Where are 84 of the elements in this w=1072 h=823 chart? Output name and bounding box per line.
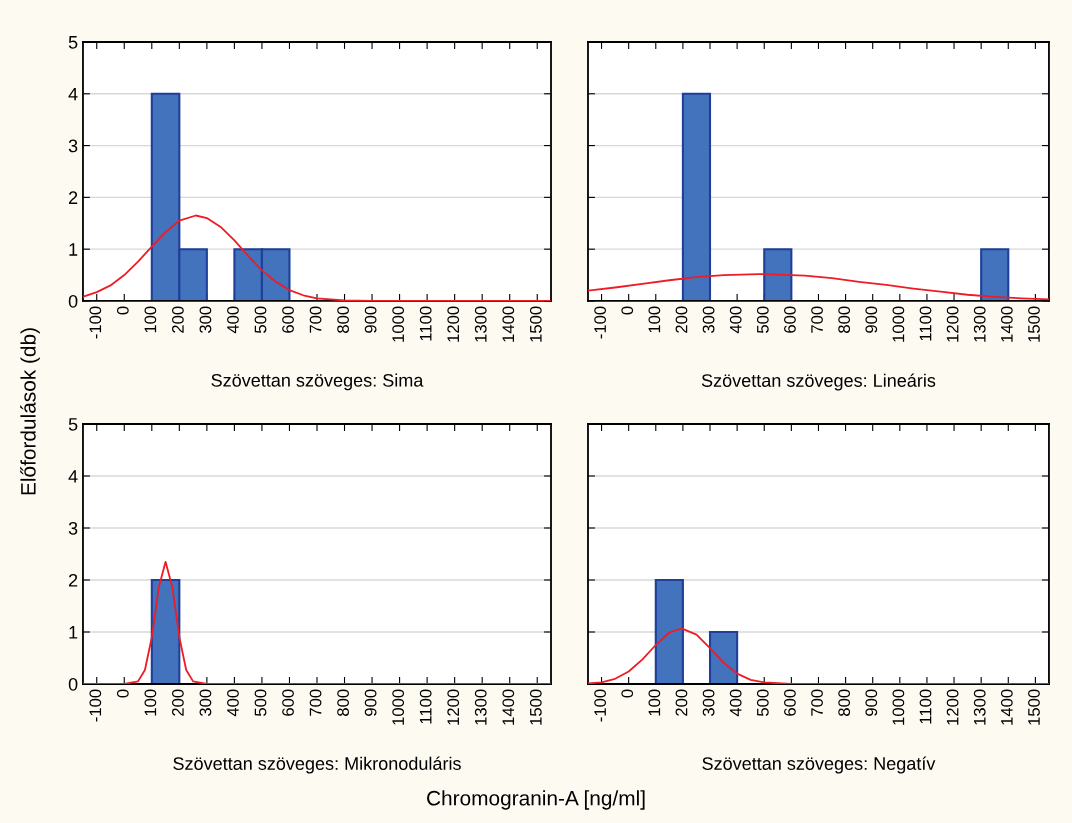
- x-tick-label: 1000: [892, 689, 905, 725]
- x-tick-label: 200: [675, 689, 688, 716]
- x-tick-label: 0: [116, 689, 129, 698]
- y-tick-label: 5: [68, 418, 78, 431]
- x-tick-label: 300: [199, 306, 212, 333]
- y-tick-label: 3: [68, 521, 78, 535]
- x-tick-label: 1200: [447, 306, 460, 342]
- x-tick-label: 1500: [529, 306, 542, 342]
- x-tick-label: 300: [702, 306, 715, 333]
- x-tick-label: 700: [811, 689, 823, 716]
- x-tick-label: 600: [784, 689, 796, 716]
- x-axis-title: Szövettan szöveges: Mikronoduláris: [173, 756, 461, 774]
- y-tick-label: 2: [68, 191, 78, 204]
- x-tick-label: 500: [756, 306, 769, 333]
- x-tick-label: 1400: [1000, 689, 1013, 725]
- x-tick-label: 500: [756, 689, 769, 716]
- y-tick-label: 2: [68, 573, 78, 587]
- x-axis-title: Szövettan szöveges: Sima: [211, 373, 424, 391]
- y-tick-label: 1: [69, 626, 78, 639]
- y-tick-label: 1: [69, 243, 78, 256]
- x-tick-label: 800: [838, 306, 851, 333]
- x-tick-label: 400: [729, 689, 742, 717]
- x-tick-label: 100: [144, 306, 157, 333]
- x-tick-label: 1300: [474, 689, 487, 725]
- x-tick-label: 100: [144, 689, 157, 716]
- x-tick-label: 1400: [502, 306, 515, 342]
- x-tick-label: 1200: [946, 689, 959, 725]
- x-tick-label: 600: [784, 306, 796, 333]
- x-tick-label: 100: [648, 689, 661, 716]
- x-tick-label: 1200: [447, 689, 460, 725]
- x-tick-label: 0: [621, 306, 634, 315]
- x-tick-label: 1000: [392, 306, 405, 342]
- x-tick-label: 400: [729, 306, 742, 334]
- x-tick-label: 900: [865, 689, 878, 716]
- x-tick-label: 1300: [973, 306, 986, 342]
- x-tick-label: 1100: [919, 689, 932, 724]
- x-tick-label: 700: [309, 689, 322, 716]
- x-tick-label: -100: [89, 689, 102, 722]
- x-tick-label: 500: [254, 306, 267, 333]
- x-tick-label: 1300: [973, 689, 986, 725]
- x-tick-label: 1100: [419, 689, 432, 724]
- x-tick-label: 200: [675, 306, 688, 333]
- x-tick-label: 900: [364, 689, 377, 716]
- x-tick-label: 1000: [392, 689, 405, 725]
- x-tick-label: 800: [838, 689, 851, 716]
- x-tick-label: 0: [621, 689, 634, 698]
- x-tick-label: 700: [309, 306, 322, 333]
- x-tick-label: 800: [337, 306, 349, 333]
- x-tick-label: 200: [172, 689, 184, 716]
- x-tick-label: 600: [282, 306, 294, 333]
- x-tick-label: 600: [282, 689, 294, 716]
- x-tick-label: 800: [337, 689, 349, 716]
- x-tick-label: 900: [364, 306, 377, 333]
- x-tick-label: 1000: [892, 306, 905, 342]
- y-axis-title: Előfordulások (db): [20, 328, 40, 495]
- x-tick-label: 900: [865, 306, 878, 333]
- x-tick-label: -100: [594, 306, 607, 339]
- x-tick-label: 400: [227, 689, 239, 717]
- x-tick-label: 300: [702, 689, 715, 717]
- x-tick-label: 300: [199, 689, 212, 717]
- x-tick-label: 1100: [919, 306, 932, 341]
- y-tick-label: 5: [68, 36, 78, 49]
- x-tick-label: 1500: [1028, 689, 1040, 725]
- x-tick-label: -100: [594, 689, 607, 722]
- x-axis-title: Szövettan szöveges: Negatív: [702, 756, 936, 774]
- x-tick-label: 1500: [529, 689, 542, 725]
- x-tick-label: 0: [116, 306, 129, 315]
- y-tick-label: 3: [68, 139, 78, 153]
- x-tick-label: 700: [811, 306, 823, 333]
- x-tick-label: 1500: [1028, 306, 1040, 342]
- text: Chromogranin-A [ng/ml]: [427, 790, 645, 810]
- x-tick-label: 400: [227, 306, 239, 334]
- x-tick-label: 1200: [946, 306, 959, 342]
- x-tick-label: 200: [172, 306, 184, 333]
- x-tick-label: 500: [254, 689, 267, 716]
- x-tick-label: 1300: [474, 306, 487, 342]
- x-tick-label: 100: [648, 306, 661, 333]
- x-tick-label: 1100: [419, 306, 432, 341]
- x-tick-label: -100: [89, 306, 102, 339]
- y-tick-label: 4: [68, 87, 78, 101]
- x-tick-label: 1400: [1000, 306, 1013, 342]
- x-axis-title: Szövettan szöveges: Lineáris: [701, 373, 936, 391]
- x-tick-label: 1400: [502, 689, 515, 725]
- y-tick-label: 4: [68, 470, 78, 483]
